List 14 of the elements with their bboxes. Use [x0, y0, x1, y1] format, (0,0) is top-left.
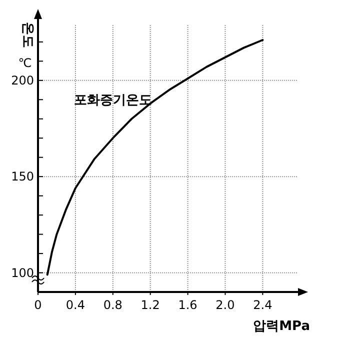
y-tick-label: 150: [11, 170, 34, 184]
x-tick-label: 0: [34, 298, 42, 312]
y-tick-label: 200: [11, 73, 34, 88]
x-tick-label: 2.0: [216, 298, 235, 312]
x-tick-label: 0.8: [103, 298, 122, 312]
y-tick-label: 100: [11, 266, 34, 280]
x-tick-label: 1.2: [140, 298, 160, 312]
x-tick-label: 1.6: [178, 298, 198, 312]
x-axis-title: 압력MPa: [253, 319, 310, 334]
x-tick-label: 0.4: [66, 298, 85, 312]
x-tick-label: 2.4: [253, 298, 272, 312]
y-axis-title: 온도 ℃: [18, 22, 35, 70]
series-label: 포화증기온도: [74, 93, 152, 108]
line-series: [46, 39, 264, 276]
